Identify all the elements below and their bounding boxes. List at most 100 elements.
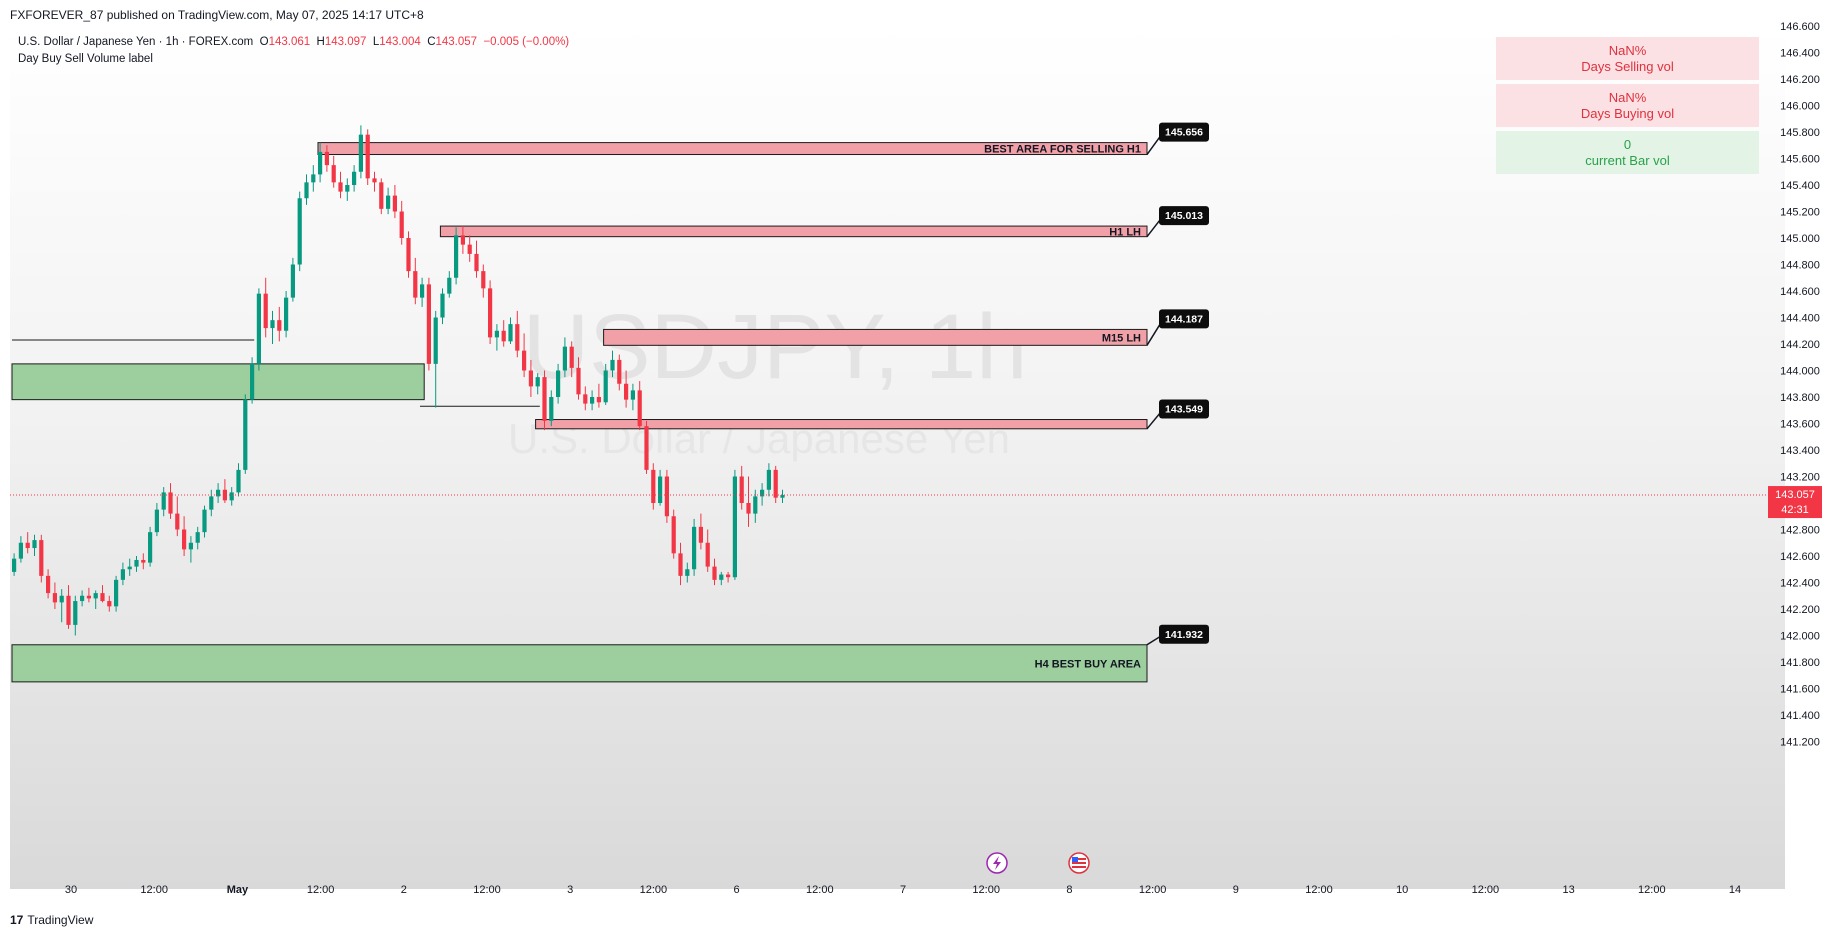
- candle-body: [535, 377, 540, 387]
- candle: [590, 390, 595, 411]
- candle: [576, 357, 581, 400]
- candle: [454, 227, 459, 285]
- candle: [528, 359, 533, 397]
- zone-rect[interactable]: [439, 225, 1148, 238]
- open-label: O: [259, 36, 269, 48]
- zone-tag-value: 144.187: [1165, 313, 1203, 325]
- candle-body: [277, 320, 282, 331]
- price-tick-label: 144.800: [1780, 260, 1820, 272]
- candle: [209, 489, 214, 517]
- zone-rect[interactable]: [11, 363, 425, 401]
- candle: [610, 350, 615, 378]
- candle-body: [331, 165, 336, 183]
- zone-0[interactable]: BEST AREA FOR SELLING H1 145.656: [317, 122, 1209, 156]
- candle-body: [100, 593, 105, 602]
- zone-1[interactable]: H1 LH 145.013: [439, 206, 1209, 238]
- candle-body: [59, 595, 64, 603]
- candle: [216, 483, 221, 503]
- symbol-description[interactable]: U.S. Dollar / Japanese Yen · 1h · FOREX.…: [18, 36, 254, 48]
- zone-rect[interactable]: [603, 328, 1148, 346]
- price-tick-label: 144.000: [1780, 366, 1820, 378]
- candle-body: [692, 526, 697, 570]
- candle: [481, 264, 486, 298]
- candle: [338, 171, 343, 199]
- zone-3[interactable]: 143.549: [535, 399, 1209, 430]
- candle: [127, 558, 132, 576]
- candle-body: [528, 370, 533, 387]
- candle: [692, 518, 697, 576]
- candle-body: [624, 383, 629, 400]
- candle: [304, 174, 309, 205]
- candle-body: [596, 397, 601, 403]
- candle: [705, 529, 710, 572]
- candle: [80, 590, 85, 607]
- tradingview-logo-icon: 17: [10, 913, 24, 927]
- candle-body: [651, 469, 656, 503]
- zone-2[interactable]: M15 LH 144.187: [603, 309, 1209, 346]
- economic-event-icon[interactable]: [986, 852, 1008, 874]
- candle: [161, 487, 166, 517]
- candle-body: [630, 390, 635, 400]
- zone-tag-value: 145.013: [1165, 210, 1203, 222]
- info-cell-value: NaN%: [1608, 90, 1647, 105]
- candle: [222, 479, 227, 503]
- candle-body: [25, 542, 30, 549]
- candle: [114, 575, 119, 612]
- candle: [739, 465, 744, 510]
- zone-tag-box: [1159, 309, 1209, 329]
- candle: [494, 324, 499, 351]
- candle: [168, 483, 173, 519]
- zone-label: H4 BEST BUY AREA: [1035, 658, 1141, 670]
- price-chart-svg[interactable]: USDJPY, 1h U.S. Dollar / Japanese Yen BE…: [10, 26, 1785, 889]
- candle: [290, 257, 295, 302]
- zone-rect[interactable]: [11, 644, 1148, 683]
- candle-body: [685, 569, 690, 576]
- candle-body: [420, 284, 425, 298]
- price-tick-label: 144.600: [1780, 286, 1820, 298]
- candle-body: [386, 195, 391, 209]
- zone-5[interactable]: [11, 363, 425, 401]
- candle-body: [603, 370, 608, 403]
- candle-body: [202, 509, 207, 533]
- candle: [12, 553, 17, 576]
- candle-body: [66, 595, 71, 625]
- zone-rect[interactable]: [535, 419, 1148, 430]
- candle-body: [93, 593, 98, 599]
- candle-body: [12, 558, 17, 572]
- candle: [331, 155, 336, 188]
- price-tick-label: 145.400: [1780, 180, 1820, 192]
- zone-rect[interactable]: [317, 142, 1148, 156]
- candle-body: [569, 346, 574, 368]
- candle-body: [576, 367, 581, 395]
- zone-4[interactable]: H4 BEST BUY AREA 141.932: [11, 624, 1209, 683]
- symbol-legend: U.S. Dollar / Japanese Yen · 1h · FOREX.…: [18, 34, 569, 68]
- candle-body: [515, 324, 520, 351]
- candle: [39, 534, 44, 583]
- candle-body: [352, 171, 357, 185]
- candle: [73, 595, 78, 636]
- candle-body: [86, 595, 91, 599]
- info-cell-value: NaN%: [1608, 43, 1647, 58]
- info-cell-value: 0: [1623, 137, 1632, 152]
- candle-body: [168, 492, 173, 514]
- candle-body: [637, 390, 642, 427]
- candle: [32, 534, 37, 556]
- candle-body: [549, 397, 554, 421]
- candle-body: [732, 476, 737, 578]
- us-flag-icon[interactable]: [1068, 852, 1090, 874]
- zone-tag-value: 141.932: [1165, 629, 1203, 641]
- info-cell: NaN% Days Buying vol: [1496, 84, 1759, 127]
- candle: [651, 463, 656, 510]
- price-tick-label: 141.400: [1780, 710, 1820, 722]
- candle: [440, 288, 445, 325]
- candle-body: [590, 397, 595, 404]
- candle-body: [467, 244, 472, 254]
- price-tick-label: 146.200: [1780, 74, 1820, 86]
- price-axis: 146.600 146.400 146.200 146.000 145.800 145.6…: [1780, 21, 1820, 749]
- footer-brand: 17 TradingView: [10, 913, 93, 927]
- zone-tag-value: 143.549: [1165, 404, 1203, 416]
- indicator-name[interactable]: Day Buy Sell Volume label: [18, 53, 153, 65]
- candle-body: [209, 496, 214, 510]
- candle: [100, 585, 105, 603]
- chart-plot-area[interactable]: USDJPY, 1h U.S. Dollar / Japanese Yen BE…: [10, 26, 1785, 889]
